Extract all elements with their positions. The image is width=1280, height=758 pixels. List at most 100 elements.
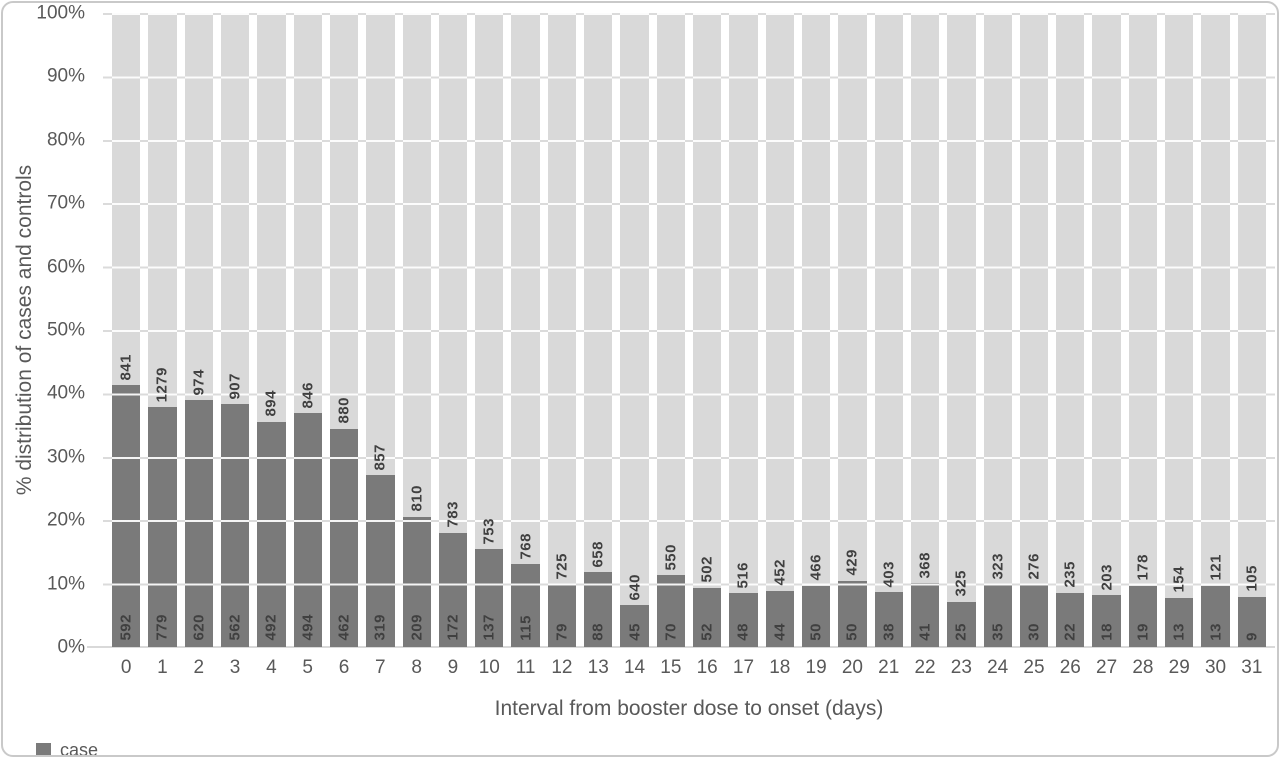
control-count-label: 658: [589, 540, 607, 568]
control-count-label: 121: [1207, 553, 1225, 581]
case-count-label: 41: [916, 623, 934, 641]
bar-column: 894 492: [257, 13, 286, 647]
bar-column: 178 19: [1128, 13, 1158, 647]
control-segment: [547, 13, 577, 647]
case-count-label: 172: [444, 614, 462, 641]
x-axis-tick-label: 11: [515, 657, 536, 678]
control-count-label: 550: [662, 543, 680, 571]
control-count-label: 753: [480, 517, 498, 545]
control-count-label: 846: [299, 381, 317, 409]
x-axis-tick-label: 30: [1204, 657, 1227, 678]
y-axis-tick-label: 10%: [46, 573, 85, 595]
control-segment: [620, 13, 649, 647]
bar-column: 276 30: [1019, 13, 1049, 647]
control-count-label: 810: [408, 485, 426, 512]
x-axis-tick-label: 21: [878, 657, 900, 678]
x-axis-tick-label: 10: [478, 657, 500, 678]
control-segment: [1237, 13, 1266, 647]
bar-column: 429 50: [838, 13, 867, 647]
case-count-label: 35: [989, 623, 1007, 641]
legend: case: [36, 740, 99, 757]
case-count-label: 13: [1207, 623, 1225, 641]
control-count-label: 325: [952, 570, 970, 597]
x-axis-tick-label: 6: [338, 657, 350, 678]
legend-case-label: case: [60, 740, 99, 757]
x-axis-tick-label: 5: [302, 657, 313, 678]
bar-column: 154 13: [1165, 13, 1194, 647]
case-count-label: 52: [698, 623, 716, 641]
control-count-label: 178: [1134, 554, 1152, 581]
case-count-label: 19: [1134, 623, 1152, 641]
y-axis-tick-label: 40%: [46, 382, 85, 404]
control-segment: [1019, 13, 1049, 647]
x-axis: 0 1 2 3 4 5 6 7 8 9 10 11 12 13 14 15 16 17 18 19 20 21 22 23 24…: [103, 657, 1275, 679]
x-axis-tick-label: 8: [411, 657, 422, 678]
case-segment: [112, 385, 141, 647]
case-count-label: 50: [807, 623, 825, 641]
bar-column: 323 35: [983, 13, 1012, 647]
case-count-label: 137: [480, 614, 498, 641]
bar-series-container: 841 592 1279 779 974 620 907 562 894 492 846 494 880…: [103, 13, 1275, 647]
x-axis-tick-label: 15: [660, 657, 682, 678]
x-axis-tick-label: 1: [157, 657, 168, 678]
bar-column: 203 18: [1092, 13, 1121, 647]
case-count-label: 25: [952, 623, 970, 641]
bar-column: 368 41: [910, 13, 940, 647]
bar-column: 907 562: [220, 13, 250, 647]
case-count-label: 115: [517, 615, 535, 641]
x-axis-tick-label: 0: [120, 657, 132, 678]
x-axis-tick-label: 14: [623, 657, 646, 678]
case-count-label: 70: [662, 623, 680, 641]
case-count-label: 79: [553, 623, 571, 641]
x-axis-tick-label: 24: [987, 657, 1009, 678]
control-count-label: 974: [190, 368, 208, 396]
y-axis-tick-label: 80%: [46, 129, 85, 151]
case-count-label: 50: [843, 623, 861, 641]
case-count-label: 45: [626, 623, 644, 641]
control-count-label: 452: [771, 559, 789, 586]
control-count-label: 783: [444, 501, 462, 528]
control-segment: [1056, 13, 1085, 647]
bar-column: 550 70: [656, 13, 685, 647]
x-axis-tick-label: 29: [1168, 657, 1190, 678]
control-count-label: 725: [553, 553, 571, 580]
case-count-label: 88: [589, 623, 607, 641]
x-axis-tick-label: 4: [266, 657, 277, 678]
bar-column: 658 88: [584, 13, 613, 647]
bar-column: 516 48: [729, 13, 758, 647]
control-segment: [1092, 13, 1121, 647]
case-count-label: 48: [734, 623, 752, 641]
case-count-label: 13: [1170, 623, 1188, 641]
control-count-label: 203: [1098, 563, 1116, 591]
bar-column: 325 25: [947, 13, 976, 647]
x-axis-tick-label: 22: [914, 657, 936, 678]
x-axis-tick-label: 3: [229, 657, 241, 678]
case-count-label: 562: [226, 614, 244, 641]
control-segment: [983, 13, 1012, 647]
control-count-label: 235: [1061, 561, 1079, 588]
y-axis-tick-label: 70%: [46, 192, 85, 214]
x-axis-tick-label: 23: [950, 657, 972, 678]
x-axis-tick-label: 27: [1096, 657, 1118, 678]
x-axis-title: Interval from booster dose to onset (day…: [494, 697, 884, 720]
y-axis-tick-label: 90%: [46, 65, 85, 87]
legend-case-swatch: [36, 742, 51, 755]
x-axis-tick-label: 2: [193, 657, 205, 678]
bar-column: 725 79: [547, 13, 577, 647]
bar-column: 857 319: [366, 13, 395, 647]
bar-column: 466 50: [801, 13, 831, 647]
control-count-label: 323: [989, 553, 1007, 581]
control-count-label: 516: [734, 561, 752, 589]
x-axis-tick-label: 17: [732, 657, 755, 678]
control-count-label: 403: [880, 560, 898, 588]
control-count-label: 429: [843, 549, 861, 576]
case-count-label: 494: [299, 614, 317, 641]
bar-column: 753 137: [475, 13, 504, 647]
y-axis-tick-label: 20%: [46, 509, 85, 531]
control-segment: [1128, 13, 1158, 647]
case-segment: [148, 407, 177, 647]
bar-column: 768 115: [511, 13, 540, 647]
y-axis: 0% 10% 20% 30% 40% 50% 60% 70% 80% 90% 100%: [3, 4, 91, 657]
case-count-label: 462: [335, 614, 353, 641]
